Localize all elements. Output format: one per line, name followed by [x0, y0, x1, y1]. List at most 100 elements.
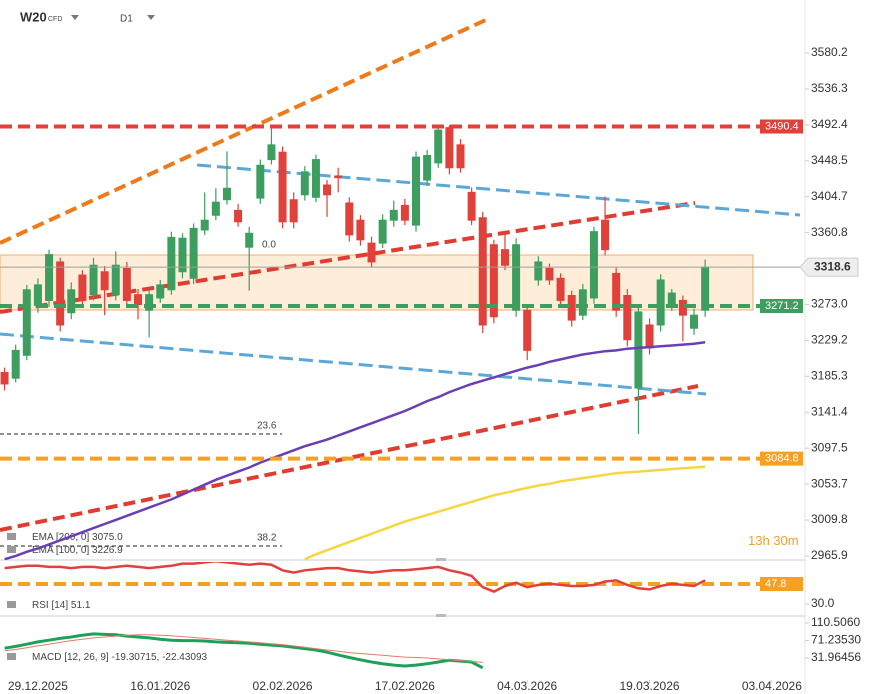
- y-tick-label: 110.5060: [811, 615, 860, 629]
- candle-body: [634, 311, 643, 389]
- candle-body: [500, 249, 509, 266]
- candle-body: [434, 129, 443, 164]
- fib-label: 38.2: [257, 533, 277, 544]
- price-tag: [760, 577, 803, 592]
- indicator-line: [4, 632, 484, 670]
- candle-body: [400, 204, 409, 221]
- candle-body: [423, 154, 432, 181]
- indicator-line: [4, 634, 483, 663]
- candle-body: [556, 277, 565, 301]
- plot-area: [0, 124, 800, 560]
- candle-body: [545, 267, 554, 281]
- price-tag-label: 3271.2: [765, 300, 799, 312]
- price-tag: [760, 119, 803, 134]
- candle-body: [367, 242, 376, 263]
- candle-body: [578, 289, 587, 316]
- y-tick-label: 3404.7: [811, 189, 848, 203]
- plot-area: [0, 562, 760, 593]
- candle-body: [323, 184, 332, 196]
- candle-body: [0, 371, 9, 385]
- candle-body: [656, 279, 665, 326]
- legend-entry: EMA [100, 0] 3226.9: [32, 545, 123, 556]
- candle-body: [100, 271, 109, 291]
- symbol[interactable]: W20: [20, 9, 47, 24]
- x-tick-label: 16.01.2026: [130, 679, 190, 693]
- legend-entry: RSI [14] 51.1: [32, 600, 91, 611]
- trend-line: [0, 384, 699, 532]
- candle-body: [156, 284, 165, 299]
- countdown: 13h 30m: [748, 533, 799, 548]
- price-tag: [760, 298, 803, 313]
- pane-handle[interactable]: [436, 614, 446, 617]
- price-tag-label: 47.8: [765, 578, 786, 590]
- candle-body: [167, 236, 176, 291]
- candle-body: [489, 244, 498, 318]
- price-tag-label: 3318.6: [814, 259, 851, 273]
- channel-line: [196, 163, 801, 217]
- candle-body: [589, 231, 598, 299]
- fib-label: 0.0: [262, 240, 276, 251]
- legend-entry: EMA [200, 0] 3075.0: [32, 532, 123, 543]
- candle-body: [189, 227, 198, 279]
- candle-body: [300, 171, 309, 196]
- candle-body: [245, 232, 254, 248]
- fib-label: 23.6: [257, 421, 277, 432]
- candle-body: [278, 151, 287, 223]
- y-tick-label: 3492.4: [811, 117, 848, 131]
- y-tick-label: 3229.2: [811, 333, 848, 347]
- candle-body: [45, 254, 54, 301]
- price-tag: [799, 257, 859, 277]
- dropdown-arrow[interactable]: [71, 15, 79, 20]
- candle-body: [222, 187, 231, 201]
- y-tick-label: 3097.5: [811, 440, 848, 454]
- y-tick-label: 3580.2: [811, 45, 848, 59]
- candle-body: [412, 156, 421, 226]
- y-tick-label: 3185.3: [811, 369, 848, 383]
- candle-body: [289, 199, 298, 223]
- price-tag: [760, 451, 803, 466]
- candle-body: [389, 209, 398, 221]
- dropdown-arrow[interactable]: [147, 15, 155, 20]
- candle-body: [523, 309, 532, 351]
- candle-body: [512, 244, 521, 311]
- candle-body: [334, 175, 343, 179]
- candle-body: [78, 274, 87, 301]
- indicator-line: [4, 562, 706, 593]
- price-tag-label: 3490.4: [765, 120, 799, 132]
- candle-body: [22, 289, 31, 356]
- candle-body: [200, 219, 209, 231]
- candle-body: [122, 267, 131, 301]
- pane-handle[interactable]: [436, 558, 446, 561]
- candle-body: [534, 261, 543, 281]
- candle-body: [311, 159, 320, 198]
- candle-body: [612, 272, 621, 311]
- candle-body: [11, 349, 20, 379]
- candle-body: [623, 295, 632, 341]
- y-tick-label: 3448.5: [811, 153, 848, 167]
- candle-body: [645, 324, 654, 349]
- legend-icon[interactable]: [7, 533, 16, 660]
- y-tick-label: 3009.8: [811, 512, 848, 526]
- y-tick-label: 3053.7: [811, 476, 848, 490]
- y-tick-label: 71.23530: [811, 633, 861, 647]
- timeframe[interactable]: D1: [120, 14, 133, 25]
- candle-body: [456, 144, 465, 169]
- y-tick-label: 3360.8: [811, 225, 848, 239]
- y-tick-label: 31.96456: [811, 650, 861, 664]
- candle-body: [345, 202, 354, 236]
- candle-body: [701, 266, 710, 311]
- x-tick-label: 03.04.2026: [742, 679, 802, 693]
- channel-line: [0, 332, 707, 396]
- x-tick-label: 17.02.2026: [375, 679, 435, 693]
- instrument-type: CFD: [48, 16, 62, 23]
- candle-body: [378, 219, 387, 244]
- x-tick-label: 04.03.2026: [497, 679, 557, 693]
- candle-body: [356, 219, 365, 241]
- candle-body: [467, 191, 476, 221]
- candle-body: [690, 314, 699, 329]
- y-tick-label: 3536.3: [811, 81, 848, 95]
- legend-entry: MACD [12, 26, 9] -19.30715, -22.43093: [32, 652, 208, 663]
- candle-body: [178, 237, 187, 273]
- candle-body: [211, 201, 220, 216]
